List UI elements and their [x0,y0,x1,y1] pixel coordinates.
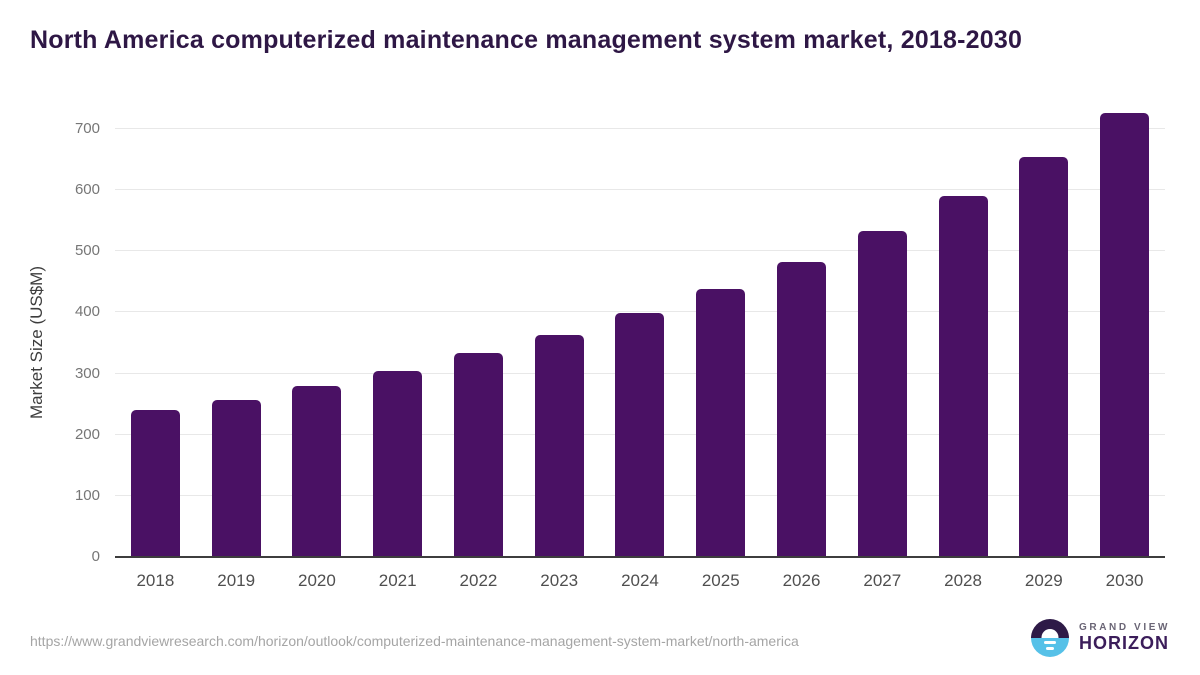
x-tick-label-2022: 2022 [459,571,498,590]
y-tick-label-100: 100 [74,486,100,504]
bar-2018 [130,410,180,557]
bar-2025 [696,289,746,557]
bar-2020 [292,385,342,557]
x-tick-label-2024: 2024 [621,571,659,590]
bar-slot-2021 [357,129,438,557]
y-tick-label-600: 600 [74,181,100,199]
gridline-400 [115,311,1165,313]
bar-2024 [615,313,665,557]
x-tick-label-2018: 2018 [136,571,175,590]
bar-2019 [211,399,261,557]
x-axis-labels: 2018 2019 2020 2021 2022 2023 2024 2025 2026 2027… [115,571,1165,591]
bar-2029 [1019,156,1069,557]
bar-2021 [373,370,423,557]
y-axis-ticks: 0 100 200 300 400 500 600 700 [0,120,100,565]
x-tick-label-2030: 2030 [1105,571,1144,590]
y-tick-label-700: 700 [74,120,100,137]
bar-slot-2024 [600,129,681,557]
bar-2030 [1100,112,1150,557]
horizon-sunrise-icon [1031,619,1069,657]
bar-slot-2029 [1003,129,1084,557]
x-tick-label-2027: 2027 [863,571,902,590]
bar-2022 [453,353,503,557]
source-url: https://www.grandviewresearch.com/horizo… [30,633,799,649]
x-tick-label-2029: 2029 [1024,571,1063,590]
bar-slot-2023 [519,129,600,557]
bar-slot-2020 [277,129,358,557]
grand-view-horizon-logo: GRAND VIEW HORIZON [1031,619,1170,657]
bar-2023 [534,335,584,557]
bar-slot-2030 [1084,112,1165,557]
reflection-bar [1046,647,1054,650]
x-axis-line [115,556,1165,558]
x-tick-label-2019: 2019 [217,571,256,590]
x-tick-label-2026: 2026 [782,571,821,590]
logo-brand-name: GRAND VIEW [1079,621,1170,633]
logo-product-name: HORIZON [1079,633,1169,654]
bar-slot-2025 [680,129,761,557]
y-tick-label-500: 500 [74,242,100,260]
bars-container [115,112,1165,557]
bar-2027 [857,231,907,557]
x-tick-label-2025: 2025 [701,571,740,590]
bar-slot-2026 [761,129,842,557]
bar-slot-2018 [115,129,196,557]
chart-title: North America computerized maintenance m… [30,26,1023,54]
sun-shape [1041,629,1059,638]
x-tick-label-2020: 2020 [298,571,336,590]
gridline-700 [115,128,1165,129]
x-tick-label-2021: 2021 [378,571,417,590]
y-tick-label-400: 400 [74,303,100,321]
reflection-bar [1044,641,1056,644]
bar-2028 [938,196,988,557]
bar-slot-2022 [438,129,519,557]
gridline-500 [115,250,1165,252]
y-tick-label-300: 300 [74,364,100,382]
bar-slot-2027 [842,129,923,557]
x-tick-label-2023: 2023 [540,571,579,590]
y-tick-label-0: 0 [91,548,100,565]
x-tick-label-2028: 2028 [944,571,982,590]
plot-area [115,112,1165,558]
gridline-600 [115,189,1165,191]
bar-2026 [777,262,826,557]
bar-slot-2019 [196,129,277,557]
logo-text: GRAND VIEW HORIZON [1079,622,1170,654]
y-tick-label-200: 200 [74,425,100,443]
bar-slot-2028 [923,129,1004,557]
